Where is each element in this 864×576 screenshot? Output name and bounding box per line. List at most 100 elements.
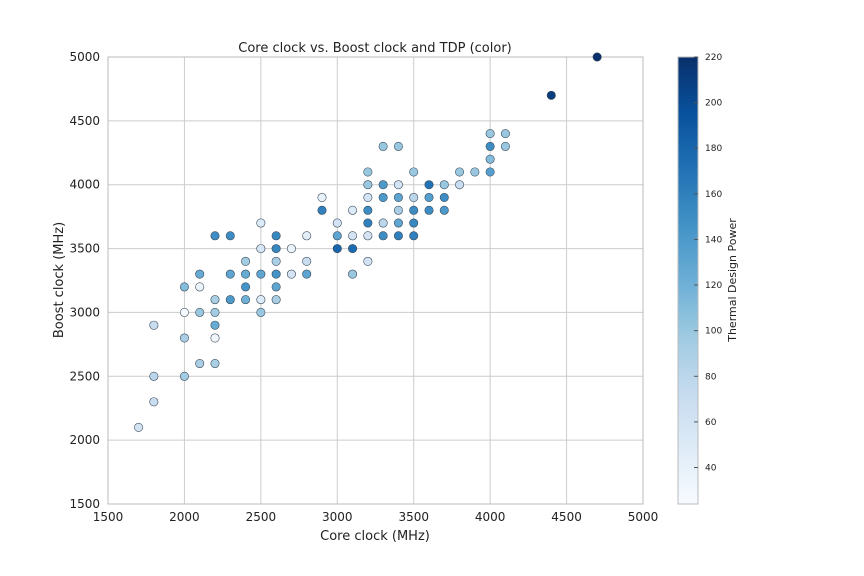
data-point xyxy=(424,205,434,215)
colorbar-tick-label: 120 xyxy=(705,281,722,291)
data-point xyxy=(378,141,388,151)
colorbar-tick-label: 40 xyxy=(705,464,717,474)
colorbar-tick-label: 160 xyxy=(705,190,722,200)
data-point xyxy=(363,205,373,215)
data-point xyxy=(485,129,495,139)
data-point xyxy=(195,307,205,317)
y-axis-label: Boost clock (MHz) xyxy=(52,222,67,338)
y-tick-label: 3500 xyxy=(69,242,100,256)
chart-title: Core clock vs. Boost clock and TDP (colo… xyxy=(238,41,512,56)
data-point xyxy=(393,180,403,190)
data-point xyxy=(363,192,373,202)
data-point xyxy=(210,320,220,330)
data-point xyxy=(363,180,373,190)
data-point xyxy=(134,422,144,432)
data-point xyxy=(210,307,220,317)
colorbar-tick-label: 140 xyxy=(705,235,722,245)
data-point xyxy=(455,167,465,177)
data-point xyxy=(500,129,510,139)
data-point xyxy=(363,218,373,228)
y-tick-labels: 1500 2000 2500 3000 3500 4000 4500 5000 xyxy=(69,50,100,511)
data-point xyxy=(424,180,434,190)
data-point xyxy=(179,282,189,292)
data-point xyxy=(317,205,327,215)
x-tick-label: 5000 xyxy=(628,510,659,524)
data-point xyxy=(332,218,342,228)
data-point xyxy=(271,256,281,266)
data-point xyxy=(286,269,296,279)
data-point xyxy=(195,269,205,279)
data-point xyxy=(378,192,388,202)
data-point xyxy=(271,295,281,305)
data-point xyxy=(225,231,235,241)
data-point xyxy=(393,141,403,151)
colorbar-tick-label: 220 xyxy=(705,53,722,63)
data-point xyxy=(332,244,342,254)
data-point xyxy=(256,244,266,254)
data-point xyxy=(378,231,388,241)
data-point xyxy=(256,218,266,228)
data-point xyxy=(241,269,251,279)
data-point xyxy=(348,269,358,279)
data-point xyxy=(363,167,373,177)
colorbar-label: Thermal Design Power xyxy=(726,218,739,343)
data-point xyxy=(455,180,465,190)
data-point xyxy=(393,231,403,241)
data-point xyxy=(378,180,388,190)
data-point xyxy=(256,269,266,279)
grid-lines xyxy=(107,56,644,505)
data-point xyxy=(332,231,342,241)
data-point xyxy=(439,192,449,202)
data-point xyxy=(241,295,251,305)
data-point xyxy=(149,320,159,330)
colorbar-tick-label: 80 xyxy=(705,372,717,382)
y-tick-label: 3000 xyxy=(69,305,100,319)
data-point xyxy=(210,231,220,241)
y-tick-label: 2000 xyxy=(69,433,100,447)
plot-area-frame xyxy=(107,56,644,505)
x-axis-label: Core clock (MHz) xyxy=(320,529,430,544)
colorbar xyxy=(677,56,699,505)
y-tick-label: 1500 xyxy=(69,497,100,511)
data-point xyxy=(424,192,434,202)
data-point xyxy=(225,295,235,305)
data-point xyxy=(378,218,388,228)
colorbar-tick-labels: 40 60 80 100 120 140 160 180 200 220 xyxy=(694,53,722,474)
data-point xyxy=(592,52,602,62)
data-point xyxy=(393,192,403,202)
data-point xyxy=(256,307,266,317)
x-tick-label: 4500 xyxy=(551,510,582,524)
data-point xyxy=(485,154,495,164)
data-point xyxy=(271,244,281,254)
data-point xyxy=(363,256,373,266)
data-point xyxy=(485,141,495,151)
colorbar-tick-label: 60 xyxy=(705,418,717,428)
data-point xyxy=(439,180,449,190)
colorbar-tick-label: 180 xyxy=(705,144,722,154)
data-point xyxy=(210,295,220,305)
data-point xyxy=(348,205,358,215)
colorbar-tick-label: 100 xyxy=(705,327,722,337)
data-point xyxy=(409,218,419,228)
data-point xyxy=(485,167,495,177)
x-tick-labels: 1500 2000 2500 3000 3500 4000 4500 5000 xyxy=(93,510,659,524)
data-point xyxy=(210,333,220,343)
x-tick-label: 2000 xyxy=(169,510,200,524)
data-point xyxy=(271,269,281,279)
data-point xyxy=(409,205,419,215)
data-point xyxy=(271,282,281,292)
data-point xyxy=(409,231,419,241)
points-layer xyxy=(134,52,602,432)
data-point xyxy=(225,269,235,279)
y-tick-label: 5000 xyxy=(69,50,100,64)
x-tick-label: 1500 xyxy=(93,510,124,524)
data-point xyxy=(409,192,419,202)
y-tick-label: 4500 xyxy=(69,114,100,128)
data-point xyxy=(271,231,281,241)
data-point xyxy=(210,359,220,369)
data-point xyxy=(149,397,159,407)
data-point xyxy=(179,333,189,343)
data-point xyxy=(302,256,312,266)
x-tick-label: 3000 xyxy=(322,510,353,524)
